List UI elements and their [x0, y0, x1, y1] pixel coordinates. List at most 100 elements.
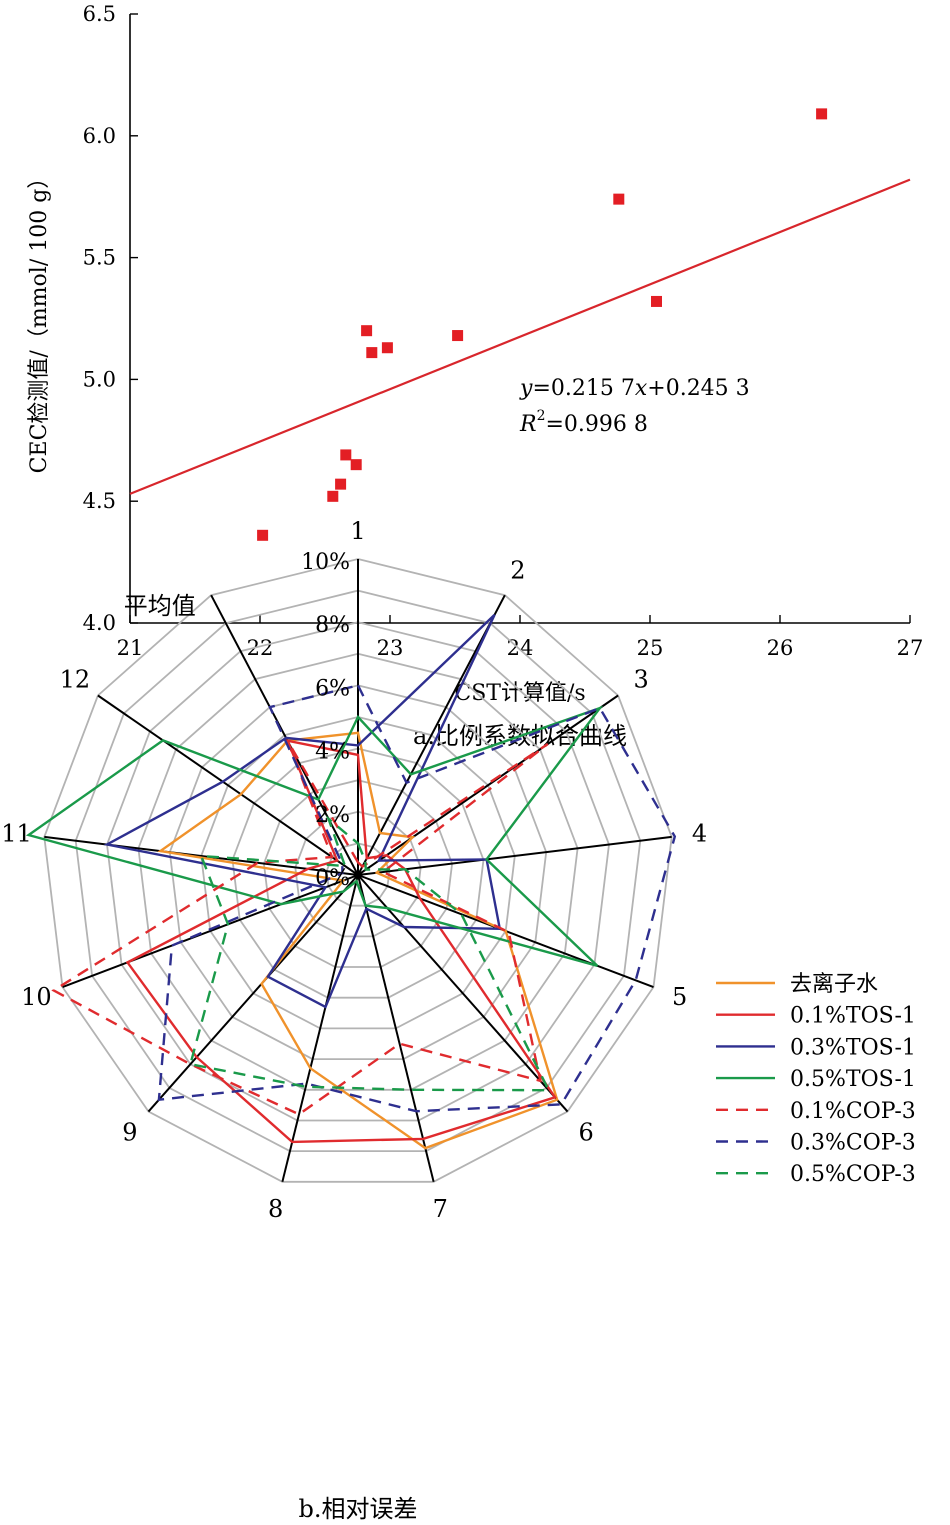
fit-line: [129, 178, 911, 495]
radar-series-line: [103, 613, 502, 1009]
chart-b-caption: b.相对误差: [299, 1495, 418, 1523]
radar-axis-label: 7: [433, 1195, 448, 1223]
scatter-chart: 21 22 23 24 25 26 274.04.55.05.56.06.5 y=0.215…: [27, 2, 923, 750]
legend-label: 0.1%COP-3: [790, 1099, 916, 1124]
radar-axis-label: 3: [633, 666, 648, 694]
r2-sup: 2: [537, 408, 546, 424]
radar-axis-label: 10: [21, 983, 52, 1011]
fit-r2: R2=0.996 8: [519, 408, 648, 437]
equation-x-var: x: [635, 376, 648, 401]
r2-var: R: [519, 412, 537, 437]
radar-grid-ring: [43, 558, 673, 1183]
data-point: [651, 295, 662, 307]
radar-axis-label: 2: [510, 556, 525, 584]
radar-ring-label: 6%: [315, 676, 350, 701]
radar-spoke: [281, 874, 359, 1183]
data-point: [327, 490, 339, 502]
radar-grid-ring: [231, 747, 485, 999]
y-tick-label: 6.5: [83, 2, 116, 26]
radar-spoke: [210, 594, 359, 876]
y-tick-label: 5.5: [83, 246, 116, 270]
data-point: [452, 330, 464, 342]
radar-axis-label: 5: [672, 983, 687, 1011]
legend-label: 0.1%TOS-1: [790, 1004, 916, 1029]
equation-intercept: +0.245 3: [647, 376, 749, 401]
radar-series-line: [188, 815, 551, 1092]
radar-grid-ring: [168, 684, 548, 1060]
x-tick-label: 27: [897, 636, 924, 660]
radar-series-line: [125, 739, 557, 1144]
x-tick-label: 23: [377, 636, 404, 660]
data-point: [340, 449, 352, 461]
radar-series: [25, 613, 677, 1150]
legend-label: 去离子水: [790, 972, 878, 997]
radar-spoke: [97, 694, 359, 876]
radar-axis-label: 8: [268, 1195, 283, 1223]
y-tick-label: 5.0: [83, 367, 116, 391]
legend-label: 0.5%COP-3: [790, 1162, 916, 1187]
radar-axis-label: 11: [1, 820, 32, 848]
radar-spoke: [62, 874, 359, 988]
radar-spoke: [147, 874, 359, 1113]
radar-spoke: [357, 874, 569, 1113]
radar-axis-label: 6: [578, 1118, 593, 1146]
r2-value: =0.996 8: [546, 412, 648, 437]
radar-axis-label: 1: [350, 517, 365, 545]
data-point: [257, 529, 269, 541]
radar-grid-ring: [294, 810, 422, 938]
radar-axis-label: 12: [60, 666, 91, 694]
legend-label: 0.3%COP-3: [790, 1131, 916, 1156]
radar-spoke: [357, 594, 506, 876]
data-point: [816, 108, 828, 120]
radar-series-line: [25, 705, 604, 967]
radar-grid-ring: [106, 621, 610, 1122]
radar-series-line: [157, 684, 677, 1113]
radar-spoke: [357, 874, 435, 1183]
x-tick-label: 26: [767, 636, 794, 660]
radar-axis-label: 9: [122, 1118, 137, 1146]
x-tick-label: 25: [637, 636, 664, 660]
legend-label: 0.3%TOS-1: [790, 1035, 916, 1060]
data-point: [381, 342, 393, 354]
equation-y-var: y: [519, 376, 533, 401]
data-point: [361, 325, 373, 337]
x-axis-title: CST计算值/s: [454, 681, 585, 706]
y-axis-title: CEC检测值/（mmol/ 100 g）: [27, 167, 52, 474]
x-tick-label: 21: [117, 636, 144, 660]
radar-axis-label: 平均值: [124, 592, 196, 620]
radar-grid-ring: [137, 652, 579, 1091]
data-point: [366, 347, 378, 359]
radar-spoke: [357, 694, 619, 876]
radar-series-line: [157, 731, 559, 1150]
y-tick-label: 6.0: [83, 124, 116, 148]
radar-legend: 去离子水 0.1%TOS-1 0.3%TOS-1 0.5%TOS-1 0.1%COP-3…: [716, 972, 916, 1187]
equation-slope: =0.215 7: [532, 376, 634, 401]
data-point: [350, 459, 362, 471]
radar-series-line: [51, 740, 549, 1116]
radar-grid-ring: [200, 716, 516, 1030]
radar-axis-label: 4: [692, 820, 707, 848]
scatter-ticks: 21 22 23 24 25 26 274.04.55.05.56.06.5: [83, 2, 924, 660]
radar-ring-label: 2%: [315, 803, 350, 828]
y-tick-label: 4.0: [83, 611, 116, 635]
x-tick-label: 24: [507, 636, 534, 660]
radar-ring-labels: 0% 2% 4% 6% 8% 10%: [301, 550, 350, 891]
radar-grid-ring: [74, 589, 642, 1152]
radar-ring-label: 8%: [315, 613, 350, 638]
radar-ring-label: 10%: [301, 550, 350, 575]
radar-spoke: [357, 835, 672, 876]
data-point: [613, 193, 625, 205]
radar-ring-label: 4%: [315, 740, 350, 765]
scatter-points: [257, 108, 828, 541]
radar-ring-label: 0%: [315, 866, 350, 891]
legend-label: 0.5%TOS-1: [790, 1067, 916, 1092]
data-point: [335, 478, 347, 490]
radar-grid: [43, 558, 673, 1183]
scatter-axes: [129, 14, 910, 624]
scatter-fit-line: [129, 178, 911, 495]
y-tick-label: 4.5: [83, 489, 116, 513]
fit-equation: y=0.215 7x+0.245 3: [519, 376, 750, 401]
